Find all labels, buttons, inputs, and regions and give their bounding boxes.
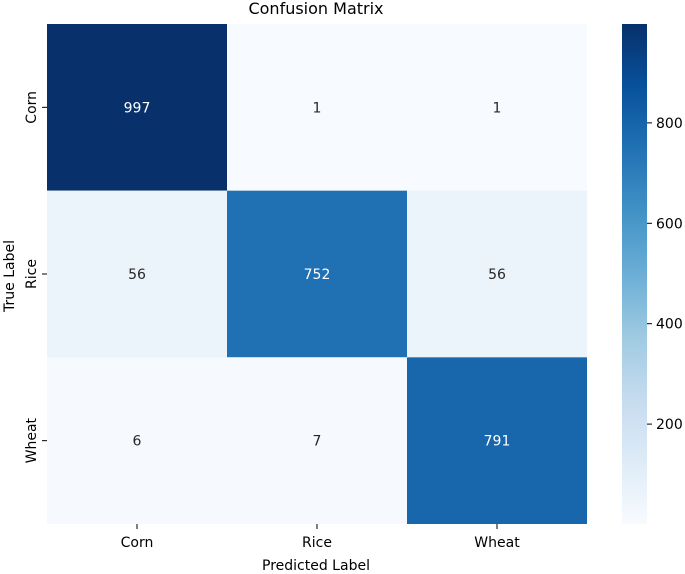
cell-value-label: 752 — [304, 267, 331, 283]
x-tick-label: Corn — [121, 535, 154, 551]
chart-title: Confusion Matrix — [248, 0, 383, 18]
y-tick-label: Wheat — [24, 417, 40, 463]
y-tick-label: Rice — [24, 259, 40, 289]
x-axis-label: Predicted Label — [262, 558, 370, 574]
heatmap-cell — [407, 357, 587, 524]
heatmap-cell — [47, 190, 227, 358]
heatmap-cell — [47, 24, 227, 191]
colorbar — [622, 24, 647, 524]
colorbar-ticks: 200 400 600 800 — [647, 116, 683, 433]
cell-value-label: 1 — [493, 100, 502, 116]
heatmap-cells — [47, 24, 587, 524]
colorbar-tick-label: 200 — [656, 417, 683, 433]
cell-value-label: 56 — [128, 267, 146, 283]
y-axis-ticks: Corn Rice Wheat — [24, 91, 47, 463]
cell-value-label: 997 — [124, 100, 151, 116]
heatmap-cell — [47, 357, 227, 524]
cell-value-label: 791 — [484, 434, 511, 450]
cell-value-label: 1 — [313, 100, 322, 116]
heatmap-cell — [407, 190, 587, 358]
y-axis-label: True Label — [2, 240, 18, 313]
x-axis-ticks: Corn Rice Wheat — [121, 524, 520, 551]
x-tick-label: Wheat — [474, 535, 520, 551]
colorbar-tick-label: 400 — [656, 317, 683, 333]
x-tick-label: Rice — [302, 535, 332, 551]
cell-value-label: 7 — [313, 434, 322, 450]
heatmap-cell — [227, 357, 407, 524]
colorbar-tick-label: 600 — [656, 216, 683, 232]
heatmap-cell — [227, 24, 407, 191]
heatmap-cell-labels: 997 1 1 56 752 56 6 7 791 — [124, 100, 511, 449]
colorbar-tick-label: 800 — [656, 116, 683, 132]
cell-value-label: 6 — [133, 434, 142, 450]
cell-value-label: 56 — [488, 267, 506, 283]
heatmap-cell — [227, 190, 407, 358]
heatmap-cell — [407, 24, 587, 191]
y-tick-label: Corn — [24, 91, 40, 124]
